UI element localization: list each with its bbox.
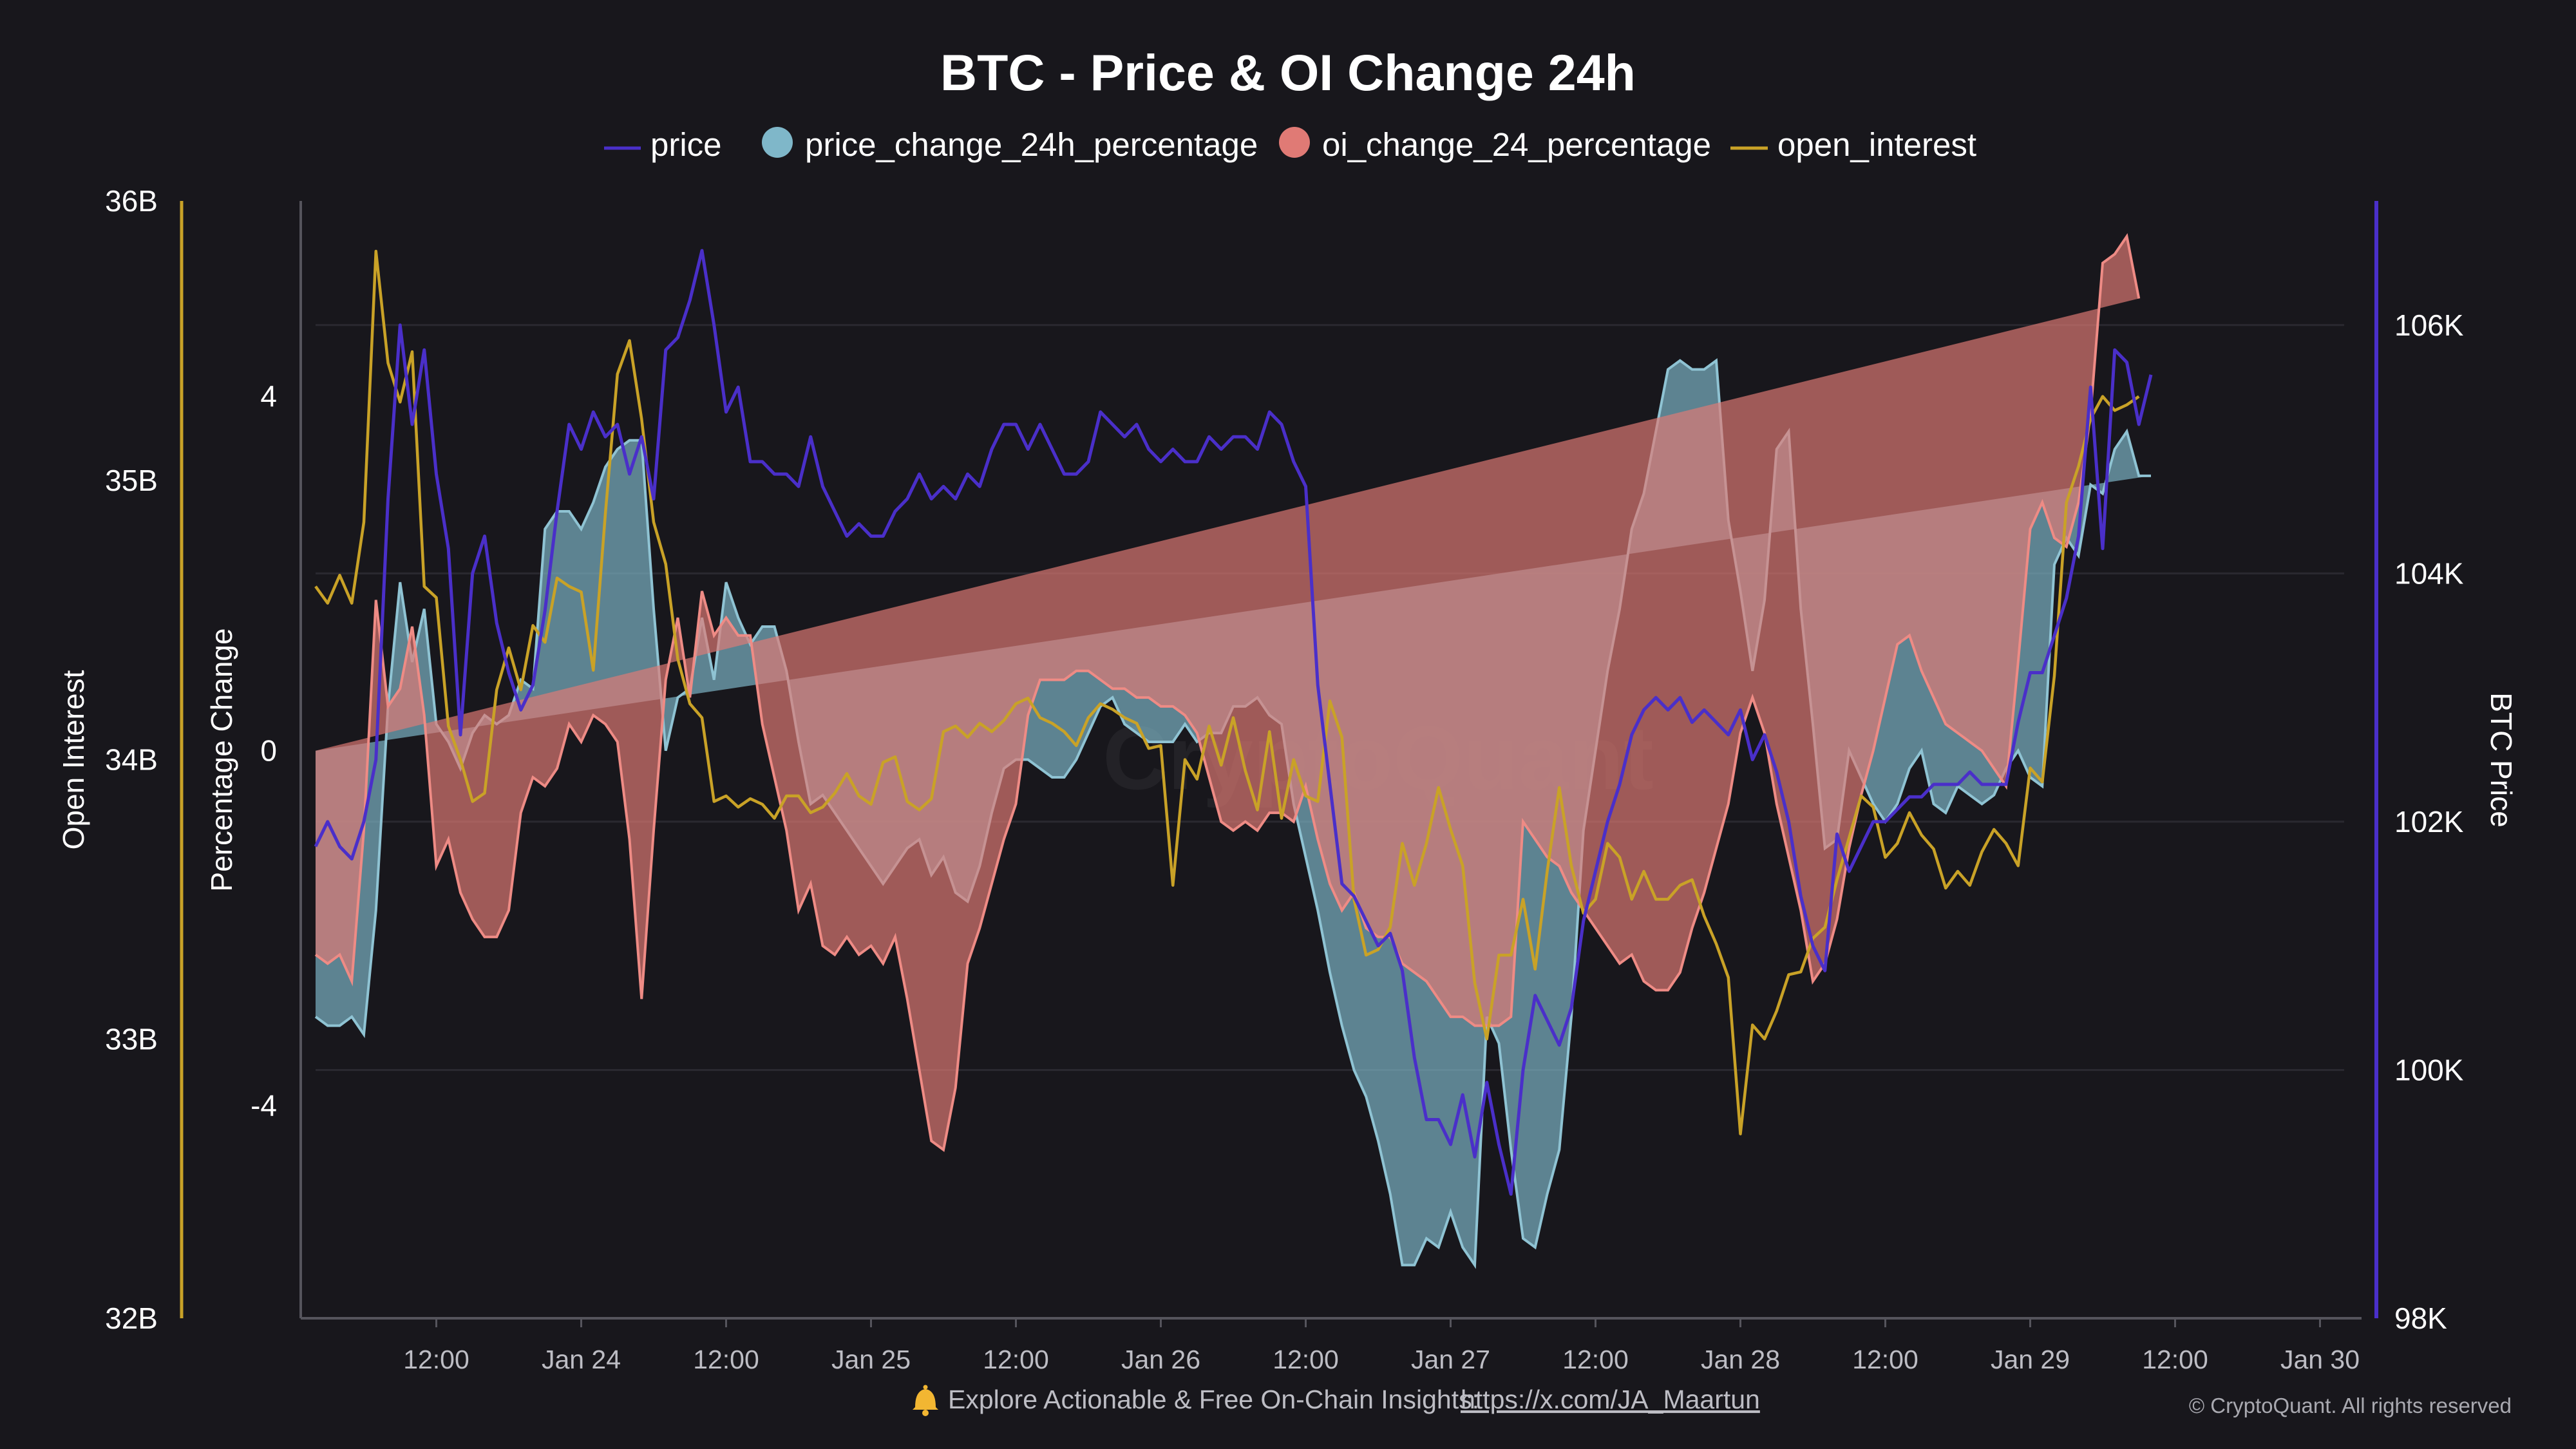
footer-text: Explore Actionable & Free On-Chain Insig… (948, 1385, 1479, 1414)
copyright: © CryptoQuant. All rights reserved (2189, 1394, 2512, 1417)
price-tick: 104K (2394, 556, 2464, 590)
x-tick-label: Jan 28 (1701, 1345, 1780, 1374)
open-interest-ticks: 36B 35B 34B 33B 32B (105, 184, 158, 1335)
x-tick-label: Jan 26 (1121, 1345, 1200, 1374)
footer-link[interactable]: https://x.com/JA_Maartun (1461, 1385, 1760, 1414)
x-tick-label: Jan 30 (2280, 1345, 2360, 1374)
percentage-tick: 4 (260, 379, 277, 413)
chart-title-text: BTC - Price & OI Change 24h (940, 44, 1636, 101)
percentage-tick: -4 (251, 1089, 277, 1122)
chart-title: BTC - Price & OI Change 24h (940, 44, 1636, 101)
open-interest-tick: 33B (105, 1022, 158, 1056)
x-tick-label: Jan 29 (1991, 1345, 2070, 1374)
x-tick-label: Jan 27 (1411, 1345, 1490, 1374)
legend-oi-change-label: oi_change_24_percentage (1322, 126, 1711, 163)
x-tick-label: 12:00 (1852, 1345, 1918, 1374)
x-tick-label: 12:00 (2142, 1345, 2208, 1374)
price-ticks: 106K 104K 102K 100K 98K (2394, 308, 2464, 1335)
price-line (314, 249, 2153, 1196)
x-tick-label: 12:00 (1562, 1345, 1629, 1374)
bell-icon (913, 1385, 938, 1416)
open-interest-tick: 35B (105, 464, 158, 497)
price-tick: 106K (2394, 308, 2464, 342)
legend-price-change-label: price_change_24h_percentage (805, 126, 1258, 163)
open-interest-tick: 36B (105, 184, 158, 218)
x-tick-label: 12:00 (693, 1345, 759, 1374)
price-tick: 100K (2394, 1053, 2464, 1086)
open-interest-line-group (314, 249, 2140, 1135)
price-tick: 102K (2394, 805, 2464, 838)
legend-price-label: price (650, 126, 722, 163)
legend: price price_change_24h_percentage oi_cha… (604, 126, 1976, 163)
x-tick-label: 12:00 (983, 1345, 1049, 1374)
x-tick-label: 12:00 (403, 1345, 469, 1374)
oi-change-area (314, 232, 2141, 1152)
price-tick: 98K (2394, 1302, 2447, 1335)
percentage-tick: 0 (260, 734, 277, 768)
legend-oi-change-marker (1279, 127, 1310, 158)
oi-change-fill (316, 236, 2139, 1150)
price-line-group (314, 249, 2153, 1196)
footer: Explore Actionable & Free On-Chain Insig… (913, 1385, 2512, 1417)
open-interest-line (314, 249, 2140, 1135)
legend-price-change-marker (762, 127, 793, 158)
legend-open-interest-label: open_interest (1777, 126, 1976, 163)
percentage-axis-title: Percentage Change (205, 628, 238, 891)
open-interest-axis-title: Open Interest (57, 670, 90, 849)
open-interest-tick: 34B (105, 743, 158, 777)
percentage-ticks: 4 0 -4 (251, 379, 277, 1122)
open-interest-tick: 32B (105, 1302, 158, 1335)
plot-area (314, 232, 2153, 1269)
price-axis-title: BTC Price (2485, 692, 2518, 828)
oi-change-outline (314, 232, 2141, 1152)
x-tick-label: Jan 25 (831, 1345, 911, 1374)
x-tick-label: Jan 24 (542, 1345, 621, 1374)
x-tick-label: 12:00 (1273, 1345, 1339, 1374)
x-ticks: 12:00 Jan 24 12:00 Jan 25 12:00 Jan 26 12:00 Ja… (403, 1318, 2360, 1374)
axes: 36B 35B 34B 33B 32B 4 0 -4 106K 104K 102K 100K 98K… (57, 184, 2518, 1374)
